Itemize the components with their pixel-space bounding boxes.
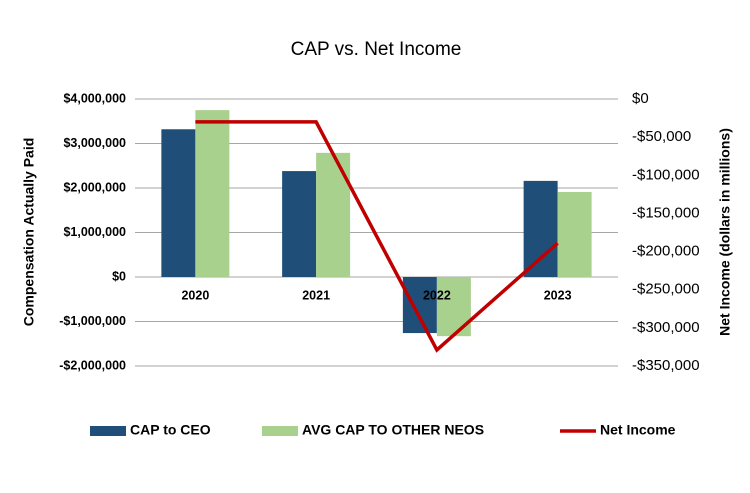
x-tick-label: 2022 xyxy=(423,288,451,302)
x-tick-label: 2023 xyxy=(544,288,572,302)
bar xyxy=(161,129,196,277)
legend-swatch xyxy=(90,426,126,436)
bar xyxy=(282,171,317,277)
y-tick-label: $2,000,000 xyxy=(63,180,126,194)
legend-label: AVG CAP TO OTHER NEOS xyxy=(302,422,484,438)
bar xyxy=(316,152,351,277)
y2-tick-label: $0 xyxy=(632,90,649,107)
bar xyxy=(557,192,592,277)
bar xyxy=(402,277,437,334)
y-tick-label: $4,000,000 xyxy=(63,91,126,105)
bar xyxy=(523,180,558,277)
y2-tick-label: -$200,000 xyxy=(632,243,700,260)
y2-tick-label: -$50,000 xyxy=(632,128,691,145)
y-tick-label: $3,000,000 xyxy=(63,136,126,150)
legend-label: CAP to CEO xyxy=(130,422,211,438)
y2-tick-label: -$100,000 xyxy=(632,166,700,183)
y2-tick-label: -$300,000 xyxy=(632,319,700,336)
y2-tick-label: -$150,000 xyxy=(632,204,700,221)
legend-swatch xyxy=(262,426,298,436)
legend-label: Net Income xyxy=(600,422,676,438)
y-tick-label: -$2,000,000 xyxy=(59,358,126,372)
y-tick-label: $0 xyxy=(112,269,126,283)
chart-title: CAP vs. Net Income xyxy=(291,39,462,60)
y2-axis-label: Net Income (dollars in millions) xyxy=(717,128,733,336)
y-axis-label: Compensation Actually Paid xyxy=(21,138,37,327)
y2-tick-label: -$350,000 xyxy=(632,357,700,374)
y-tick-label: $1,000,000 xyxy=(63,225,126,239)
y-tick-label: -$1,000,000 xyxy=(59,314,126,328)
bar xyxy=(436,277,471,337)
bar xyxy=(195,110,230,277)
x-tick-label: 2021 xyxy=(302,288,330,302)
y2-tick-label: -$250,000 xyxy=(632,281,700,298)
x-tick-label: 2020 xyxy=(181,288,209,302)
line xyxy=(195,120,559,353)
